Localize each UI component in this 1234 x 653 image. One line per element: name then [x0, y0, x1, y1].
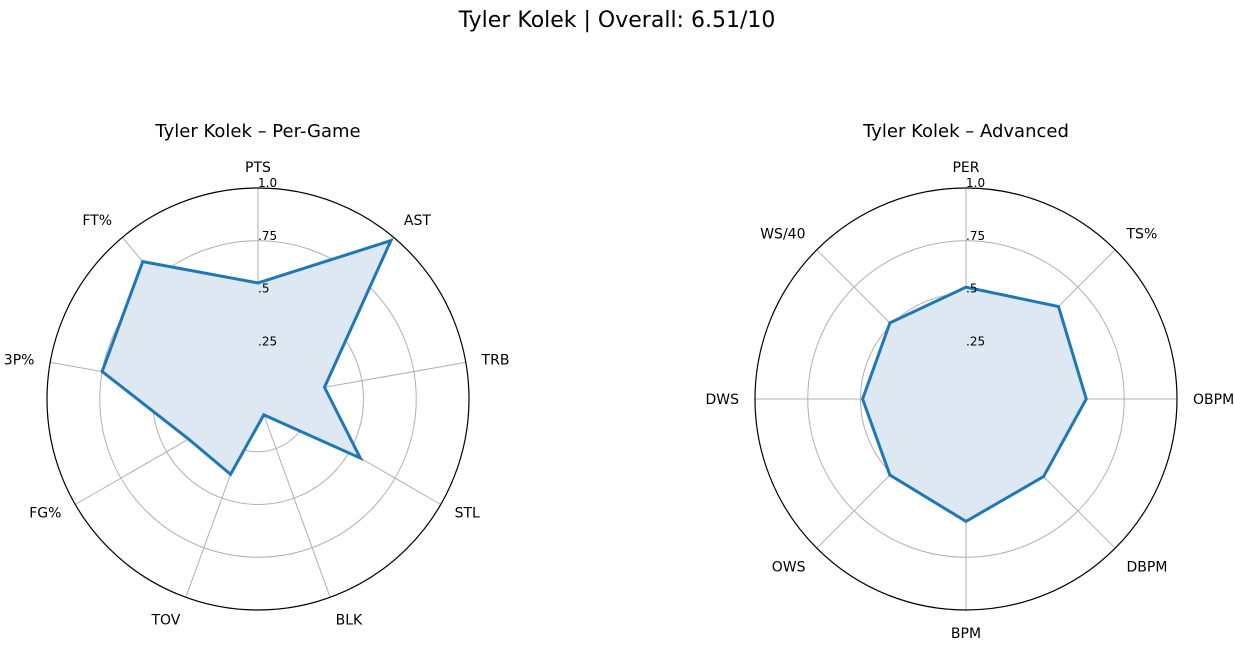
- r-tick-label: .5: [966, 282, 977, 296]
- series-line: [100, 238, 394, 477]
- category-label: FT%: [82, 213, 112, 229]
- chart-title: Tyler Kolek – Per-Game: [154, 121, 360, 142]
- category-label: TS%: [1126, 226, 1158, 242]
- category-label: TOV: [150, 612, 180, 628]
- category-label: PER: [952, 160, 979, 176]
- spoke-line: [257, 398, 331, 598]
- category-label: AST: [404, 213, 431, 229]
- category-label: TRB: [481, 353, 510, 369]
- series-area: [102, 240, 391, 475]
- r-tick-label: 1.0: [258, 176, 277, 190]
- category-label: WS/40: [760, 226, 805, 242]
- category-label: STL: [455, 506, 480, 522]
- r-tick-label: .25: [966, 334, 985, 348]
- figure-title: Tyler Kolek | Overall: 6.51/10: [458, 8, 776, 33]
- r-tick-label: 1.0: [966, 176, 985, 190]
- outer-frame: [754, 187, 1178, 611]
- category-label: FG%: [29, 506, 61, 522]
- category-label: DBPM: [1127, 560, 1168, 576]
- series-line: [861, 285, 1088, 524]
- category-label: OBPM: [1193, 392, 1234, 408]
- series-area: [862, 287, 1087, 522]
- category-label: BPM: [951, 626, 981, 642]
- category-label: DWS: [705, 392, 739, 408]
- category-label: OWS: [772, 560, 806, 576]
- category-label: 3P%: [4, 353, 35, 369]
- category-label: BLK: [336, 612, 363, 628]
- category-label: PTS: [245, 160, 271, 176]
- r-tick-label: .75: [258, 229, 277, 243]
- r-tick-label: .5: [258, 282, 269, 296]
- r-tick-label: .75: [966, 229, 985, 243]
- outer-frame: [46, 187, 470, 611]
- r-tick-label: .25: [258, 334, 277, 348]
- chart-title: Tyler Kolek – Advanced: [862, 121, 1069, 142]
